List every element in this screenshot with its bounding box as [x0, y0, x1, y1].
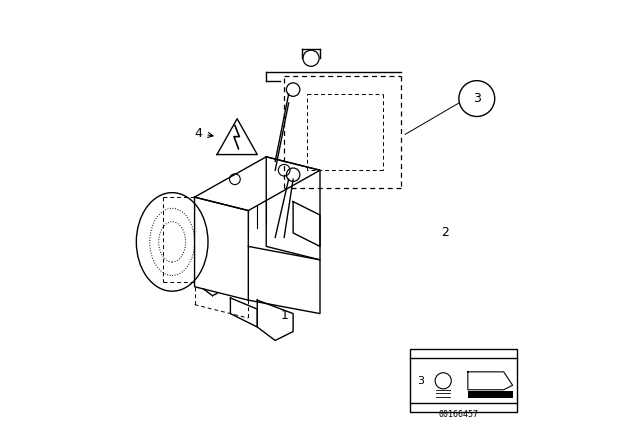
Text: 00166457: 00166457 — [439, 410, 479, 419]
Text: 3: 3 — [473, 92, 481, 105]
Text: 3: 3 — [417, 376, 424, 386]
FancyBboxPatch shape — [468, 391, 513, 398]
Text: 1: 1 — [280, 309, 288, 323]
Text: 2: 2 — [442, 226, 449, 240]
Text: 4: 4 — [195, 127, 213, 140]
